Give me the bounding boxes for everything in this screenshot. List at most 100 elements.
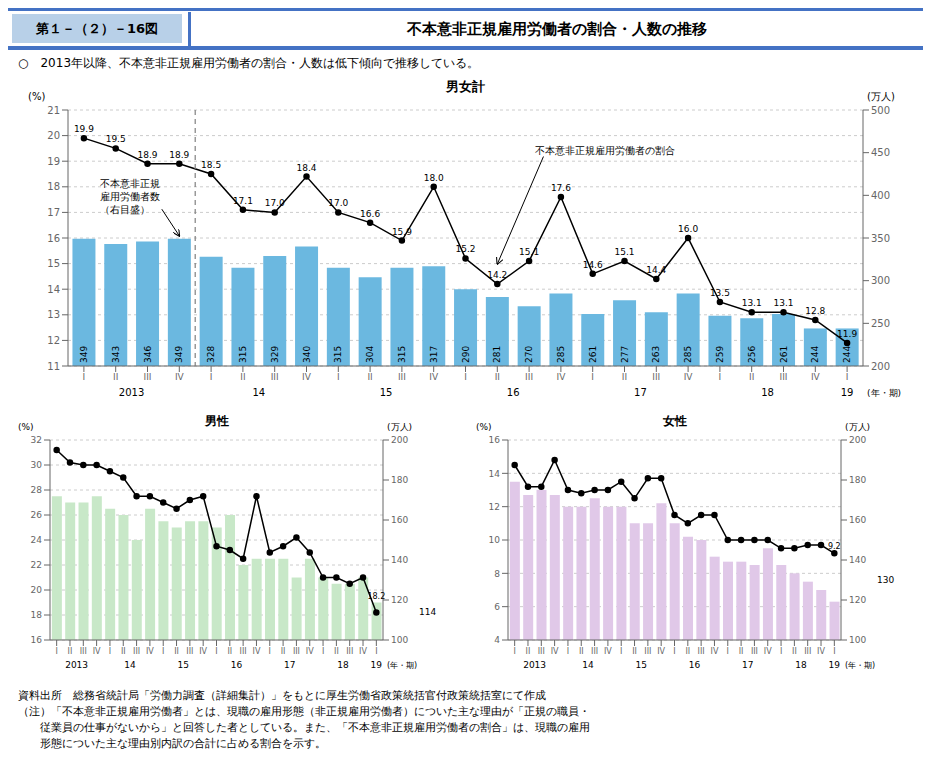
svg-text:8: 8 (494, 569, 500, 579)
svg-text:120: 120 (849, 595, 866, 605)
svg-text:III: III (271, 372, 279, 382)
svg-text:III: III (133, 647, 140, 656)
svg-text:I: I (846, 372, 849, 382)
svg-text:II: II (526, 647, 531, 656)
svg-text:IV: IV (657, 647, 665, 656)
svg-text:III: III (591, 647, 598, 656)
svg-text:16: 16 (689, 660, 701, 670)
svg-text:16.6: 16.6 (360, 209, 380, 219)
svg-text:20: 20 (47, 130, 60, 141)
svg-text:IV: IV (175, 372, 185, 382)
svg-text:244: 244 (810, 346, 820, 363)
svg-text:17.0: 17.0 (328, 198, 348, 208)
svg-text:14.6: 14.6 (583, 260, 603, 270)
svg-text:285: 285 (556, 346, 566, 363)
svg-text:IV: IV (817, 647, 825, 656)
svg-text:18.5: 18.5 (201, 160, 221, 170)
svg-text:12: 12 (489, 502, 500, 512)
svg-text:19: 19 (841, 387, 854, 398)
svg-text:(万人): (万人) (845, 422, 870, 432)
svg-text:III: III (538, 647, 545, 656)
svg-text:18: 18 (761, 387, 774, 398)
svg-text:16.0: 16.0 (678, 224, 698, 234)
svg-text:285: 285 (683, 346, 693, 363)
svg-text:女性: 女性 (662, 414, 687, 428)
svg-text:II: II (121, 647, 126, 656)
svg-text:17: 17 (634, 387, 647, 398)
svg-text:IV: IV (306, 647, 314, 656)
svg-text:16: 16 (47, 233, 60, 244)
svg-text:18.9: 18.9 (137, 150, 157, 160)
svg-text:IV: IV (253, 647, 261, 656)
svg-text:244: 244 (842, 346, 852, 363)
svg-text:IV: IV (764, 647, 772, 656)
svg-text:II: II (685, 647, 690, 656)
svg-text:III: III (780, 372, 788, 382)
svg-text:II: II (281, 647, 286, 656)
svg-text:(%): (%) (28, 91, 45, 102)
svg-text:III: III (804, 647, 811, 656)
svg-text:14.2: 14.2 (487, 270, 507, 280)
svg-text:I: I (337, 372, 340, 382)
svg-text:160: 160 (849, 515, 866, 525)
svg-text:328: 328 (206, 346, 216, 363)
svg-text:18.4: 18.4 (296, 163, 316, 173)
svg-text:329: 329 (270, 346, 280, 363)
svg-text:130: 130 (877, 575, 894, 585)
svg-text:290: 290 (461, 346, 471, 363)
svg-text:I: I (215, 647, 217, 656)
svg-text:III: III (144, 372, 152, 382)
svg-text:304: 304 (365, 346, 375, 363)
svg-text:12: 12 (47, 335, 60, 346)
svg-text:13.1: 13.1 (742, 298, 762, 308)
svg-text:17: 17 (742, 660, 753, 670)
svg-text:(年・期): (年・期) (845, 661, 875, 670)
svg-text:II: II (622, 372, 627, 382)
svg-text:9.2: 9.2 (828, 542, 841, 551)
svg-text:140: 140 (391, 555, 408, 565)
svg-text:20: 20 (31, 585, 43, 595)
svg-text:261: 261 (779, 346, 789, 363)
svg-text:IV: IV (604, 647, 612, 656)
svg-text:（右目盛）: （右目盛） (100, 204, 150, 215)
svg-text:I: I (322, 647, 324, 656)
svg-text:II: II (792, 647, 797, 656)
svg-text:I: I (591, 372, 594, 382)
svg-text:16: 16 (507, 387, 520, 398)
svg-text:IV: IV (199, 647, 207, 656)
svg-text:346: 346 (143, 346, 153, 363)
svg-text:19: 19 (829, 660, 841, 670)
svg-text:270: 270 (524, 346, 534, 363)
svg-text:III: III (186, 647, 193, 656)
svg-text:17.6: 17.6 (551, 183, 571, 193)
svg-text:IV: IV (146, 647, 154, 656)
svg-text:II: II (495, 372, 500, 382)
svg-text:不本意非正規: 不本意非正規 (100, 178, 160, 189)
svg-text:III: III (80, 647, 87, 656)
svg-text:13: 13 (47, 309, 60, 320)
svg-text:2013: 2013 (119, 387, 144, 398)
svg-text:2013: 2013 (523, 660, 546, 670)
svg-text:14: 14 (489, 469, 501, 479)
svg-text:I: I (83, 372, 86, 382)
svg-text:III: III (293, 647, 300, 656)
svg-text:15.1: 15.1 (519, 247, 539, 257)
svg-text:II: II (749, 372, 754, 382)
svg-text:114: 114 (419, 607, 436, 617)
svg-text:18: 18 (31, 610, 43, 620)
svg-text:I: I (673, 647, 675, 656)
svg-text:II: II (579, 647, 584, 656)
svg-text:II: II (334, 647, 339, 656)
svg-text:III: III (751, 647, 758, 656)
svg-text:30: 30 (31, 460, 43, 470)
svg-text:16: 16 (31, 635, 43, 645)
svg-text:13.5: 13.5 (710, 288, 730, 298)
svg-text:IV: IV (684, 372, 694, 382)
svg-text:200: 200 (391, 435, 408, 445)
svg-text:16: 16 (489, 435, 501, 445)
svg-text:315: 315 (333, 346, 343, 363)
svg-text:315: 315 (238, 346, 248, 363)
svg-text:17.0: 17.0 (265, 198, 285, 208)
svg-text:2013: 2013 (65, 660, 88, 670)
svg-text:I: I (162, 647, 164, 656)
